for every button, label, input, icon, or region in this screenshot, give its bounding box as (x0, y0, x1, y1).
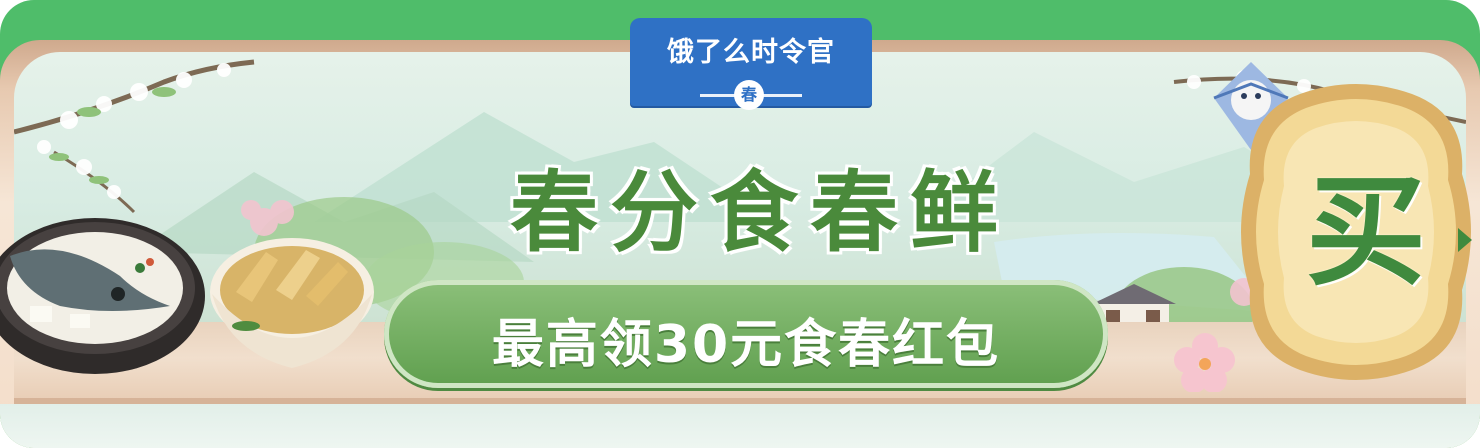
buy-button[interactable]: 买 (1240, 84, 1472, 380)
claim-coupon-button[interactable]: 最高领30元食春红包 (384, 280, 1108, 388)
buy-badge-shape (1241, 84, 1471, 380)
fish-soup-icon (0, 218, 205, 374)
kite-icon (1213, 62, 1289, 150)
brand-season-badge: 饿了么时令官 春 (630, 18, 872, 110)
badge-divider-right (762, 94, 802, 97)
badge-season-mark: 春 (734, 80, 764, 110)
headline: 春分食春鲜 (509, 160, 1010, 264)
chevron-right-icon (1458, 228, 1472, 252)
badge-title: 饿了么时令官 (667, 37, 835, 68)
buy-label: 买 (1306, 161, 1426, 302)
counter-edge (14, 398, 1466, 404)
bamboo-shoot-bowl-icon (210, 238, 374, 368)
badge-divider-left (700, 94, 740, 97)
claim-coupon-label: 最高领30元食春红包 (491, 315, 1001, 375)
blossom-icon (1174, 333, 1235, 392)
bottom-strip (0, 404, 1480, 448)
